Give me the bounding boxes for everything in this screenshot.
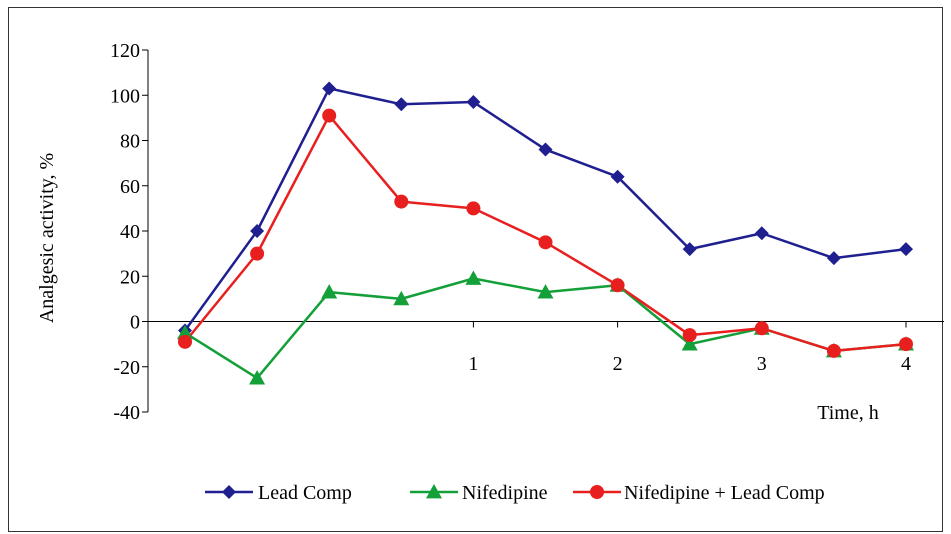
data-point-nifedipine xyxy=(465,270,482,285)
y-tick-label: 100 xyxy=(110,85,140,107)
data-point-lead-comp xyxy=(538,142,553,157)
legend-marker-lead-comp xyxy=(222,485,236,499)
data-point-lead-comp xyxy=(682,242,697,257)
data-point-nifedipine xyxy=(681,336,698,351)
legend-marker-nifedipine-lead-comp xyxy=(590,485,604,499)
data-point-nifedipine-lead-comp xyxy=(394,194,409,209)
x-tick-label: 1 xyxy=(468,353,478,375)
y-tick-label: 20 xyxy=(120,266,140,288)
data-point-nifedipine-lead-comp xyxy=(250,246,265,261)
chart-frame xyxy=(8,7,943,532)
x-tick-label: 2 xyxy=(613,353,623,375)
data-point-nifedipine xyxy=(321,284,338,299)
data-point-nifedipine-lead-comp xyxy=(826,343,841,358)
y-tick-label: -40 xyxy=(113,402,140,424)
legend-label-nifedipine: Nifedipine xyxy=(462,482,548,504)
data-point-lead-comp xyxy=(899,242,913,257)
legend: Lead Comp Nifedipine Nifedipine + Lead Com… xyxy=(205,482,825,504)
y-tick-label: 60 xyxy=(120,176,140,198)
y-tick-label: -20 xyxy=(113,357,140,379)
data-point-nifedipine-lead-comp xyxy=(178,334,192,349)
data-point-lead-comp xyxy=(322,81,337,96)
series-markers xyxy=(177,81,914,385)
x-axis-title: Time, h xyxy=(817,402,879,424)
axes xyxy=(142,49,944,413)
x-tick-label: 4 xyxy=(901,353,911,375)
x-tick-label: 3 xyxy=(757,353,767,375)
y-tick-label: 0 xyxy=(130,312,140,334)
y-tick-label: 40 xyxy=(120,221,140,243)
series-lines xyxy=(183,87,907,380)
data-point-nifedipine xyxy=(537,284,554,299)
legend-label-nifedipine-lead-comp: Nifedipine + Lead Comp xyxy=(624,482,825,504)
data-point-nifedipine xyxy=(177,324,193,340)
data-point-nifedipine xyxy=(249,370,266,385)
legend-label-lead-comp: Lead Comp xyxy=(258,482,352,504)
y-axis-title: Analgesic activity, % xyxy=(36,153,58,323)
data-point-nifedipine-lead-comp xyxy=(754,321,769,336)
tick-labels: -40 -20 0 20 40 60 80 100 120 1 2 3 4 xyxy=(110,40,911,424)
data-point-nifedipine xyxy=(393,290,410,306)
data-point-nifedipine-lead-comp xyxy=(322,108,337,123)
data-point-nifedipine-lead-comp xyxy=(538,235,553,250)
data-point-nifedipine-lead-comp xyxy=(899,337,913,352)
data-point-lead-comp xyxy=(250,224,265,238)
y-tick-label: 80 xyxy=(120,131,140,153)
data-point-lead-comp xyxy=(826,251,841,266)
data-point-lead-comp xyxy=(754,226,769,241)
legend-marker-nifedipine xyxy=(426,484,442,499)
data-point-lead-comp xyxy=(610,169,625,184)
data-point-nifedipine-lead-comp xyxy=(682,328,697,343)
data-point-nifedipine-lead-comp xyxy=(466,201,481,216)
y-tick-label: 120 xyxy=(110,40,140,62)
data-point-nifedipine-lead-comp xyxy=(610,278,625,293)
data-point-lead-comp xyxy=(466,95,481,110)
data-point-lead-comp xyxy=(394,97,409,112)
